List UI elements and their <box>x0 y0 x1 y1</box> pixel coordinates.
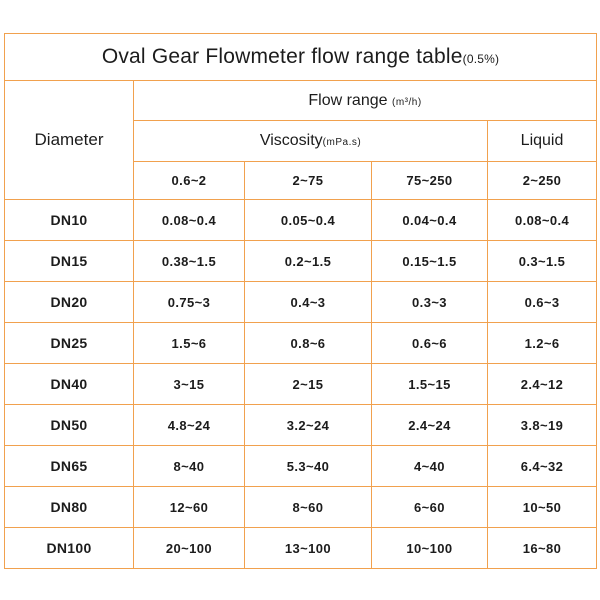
flow-value-cell: 0.6~6 <box>371 322 488 364</box>
flow-value-cell: 0.4~3 <box>244 281 372 323</box>
table-row: DN80 12~60 8~60 6~60 10~50 <box>4 486 598 528</box>
title-row: Oval Gear Flowmeter flow range table(0.5… <box>3 33 598 81</box>
viscosity-unit-label: (mPa.s) <box>322 137 362 148</box>
table-title-accuracy: (0.5%) <box>462 52 500 66</box>
flow-value-cell: 1.2~6 <box>486 322 598 364</box>
diameter-cell: DN20 <box>4 281 134 323</box>
table-title-cell: Oval Gear Flowmeter flow range table(0.5… <box>3 33 598 81</box>
flow-value-cell: 4.8~24 <box>133 404 245 446</box>
flow-value-cell: 0.3~3 <box>371 281 488 323</box>
flow-range-table: Oval Gear Flowmeter flow range table(0.5… <box>3 33 598 569</box>
header-row-viscosity: Viscosity(mPa.s) Liquid <box>5 120 598 162</box>
flow-range-unit-label: (m³/h) <box>391 96 422 108</box>
flow-value-cell: 10~100 <box>371 527 488 569</box>
flow-value-cell: 3~15 <box>133 363 245 405</box>
diameter-header-label: Diameter <box>34 130 104 149</box>
table-row: DN40 3~15 2~15 1.5~15 2.4~12 <box>4 363 598 405</box>
flow-value-cell: 2.4~24 <box>371 404 488 446</box>
flow-value-cell: 0.15~1.5 <box>371 240 488 282</box>
flow-value-cell: 3.8~19 <box>486 404 598 446</box>
flow-value-cell: 3.2~24 <box>244 404 372 446</box>
diameter-header-cell: Diameter <box>4 80 134 200</box>
table-row: DN10 0.08~0.4 0.05~0.4 0.04~0.4 0.08~0.4 <box>4 199 598 241</box>
flow-value-cell: 0.04~0.4 <box>371 199 488 241</box>
flow-value-cell: 10~50 <box>486 486 598 528</box>
flow-value-cell: 8~40 <box>133 445 245 487</box>
flow-value-cell: 1.5~15 <box>371 363 488 405</box>
diameter-cell: DN15 <box>4 240 134 282</box>
diameter-cell: DN10 <box>4 199 134 241</box>
flow-value-cell: 20~100 <box>133 527 245 569</box>
flow-value-cell: 2.4~12 <box>486 363 598 405</box>
flow-value-cell: 0.08~0.4 <box>486 199 598 241</box>
flow-value-cell: 0.2~1.5 <box>244 240 372 282</box>
diameter-cell: DN40 <box>4 363 134 405</box>
flow-value-cell: 0.75~3 <box>133 281 245 323</box>
diameter-cell: DN80 <box>4 486 134 528</box>
viscosity-header-cell: Viscosity(mPa.s) <box>133 120 488 162</box>
flow-value-cell: 13~100 <box>244 527 372 569</box>
flow-value-cell: 5.3~40 <box>244 445 372 487</box>
header-row-flow-range: Diameter Flow range (m³/h) <box>4 80 598 200</box>
diameter-cell: DN50 <box>4 404 134 446</box>
flow-value-cell: 0.3~1.5 <box>486 240 598 282</box>
diameter-cell: DN25 <box>4 322 134 364</box>
liquid-header-cell: Liquid <box>486 120 598 162</box>
table-row: DN50 4.8~24 3.2~24 2.4~24 3.8~19 <box>4 404 598 446</box>
table-row: DN65 8~40 5.3~40 4~40 6.4~32 <box>4 445 598 487</box>
flow-range-header-label: Flow range <box>308 91 388 109</box>
table-row: DN15 0.38~1.5 0.2~1.5 0.15~1.5 0.3~1.5 <box>4 240 598 282</box>
table-row: DN100 20~100 13~100 10~100 16~80 <box>4 527 598 569</box>
flow-value-cell: 8~60 <box>244 486 372 528</box>
flow-range-header-cell: Flow range (m³/h) <box>132 80 598 121</box>
viscosity-header-label: Viscosity <box>259 132 323 149</box>
table-title: Oval Gear Flowmeter flow range table <box>101 45 463 68</box>
flow-value-cell: 2~15 <box>244 363 372 405</box>
flow-value-cell: 0.05~0.4 <box>244 199 372 241</box>
diameter-cell: DN65 <box>4 445 134 487</box>
viscosity-range-cell: 75~250 <box>371 161 488 200</box>
flow-value-cell: 0.08~0.4 <box>133 199 245 241</box>
diameter-cell: DN100 <box>4 527 134 569</box>
flow-value-cell: 1.5~6 <box>133 322 245 364</box>
table-row: DN20 0.75~3 0.4~3 0.3~3 0.6~3 <box>4 281 598 323</box>
liquid-header-label: Liquid <box>520 132 564 149</box>
viscosity-range-cell: 2~75 <box>244 161 372 200</box>
flow-value-cell: 12~60 <box>133 486 245 528</box>
flow-value-cell: 16~80 <box>486 527 598 569</box>
viscosity-range-cell: 2~250 <box>486 161 598 200</box>
viscosity-range-cell: 0.6~2 <box>133 161 245 200</box>
flow-value-cell: 0.38~1.5 <box>133 240 245 282</box>
flow-value-cell: 6~60 <box>371 486 488 528</box>
flow-value-cell: 0.8~6 <box>244 322 372 364</box>
table-row: DN25 1.5~6 0.8~6 0.6~6 1.2~6 <box>4 322 598 364</box>
flow-value-cell: 6.4~32 <box>486 445 598 487</box>
flow-value-cell: 0.6~3 <box>486 281 598 323</box>
header-row-ranges: 0.6~2 2~75 75~250 2~250 <box>5 161 598 200</box>
flow-value-cell: 4~40 <box>371 445 488 487</box>
